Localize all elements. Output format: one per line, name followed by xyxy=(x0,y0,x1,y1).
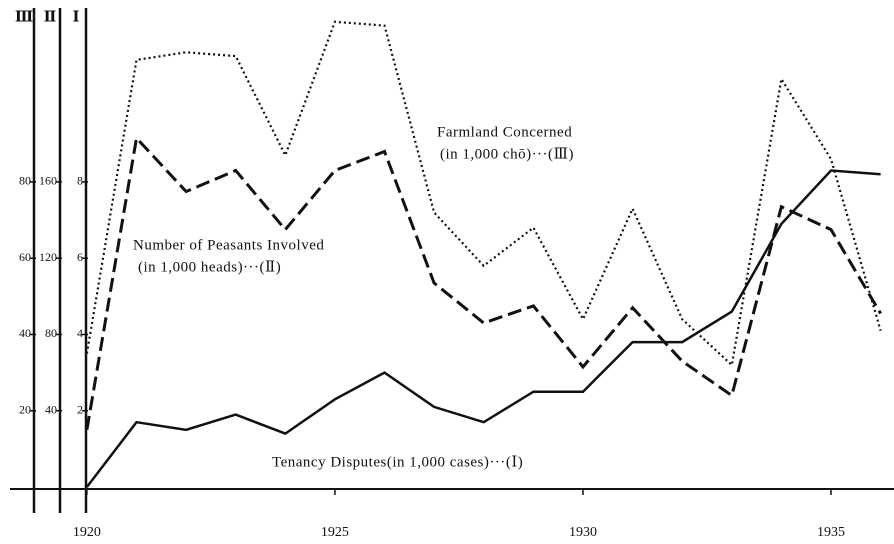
line-series xyxy=(85,134,882,431)
y2-axis-title: Ⅱ xyxy=(44,9,57,25)
y-tick-label: 8 xyxy=(77,174,83,188)
annotation: (in 1,000 heads)···(Ⅱ) xyxy=(138,259,281,275)
y-axis-title: Ⅰ xyxy=(72,9,79,25)
y-tick-label: 6 xyxy=(77,250,83,264)
annotation: Farmland Concerned xyxy=(437,124,572,140)
x-tick-label: 1920 xyxy=(73,525,101,540)
annotation: Tenancy Disputes(in 1,000 cases)···(Ⅰ) xyxy=(272,454,523,470)
line-series xyxy=(85,20,882,368)
y-tick-label: 4 xyxy=(77,326,83,340)
y-tick-label: 2 xyxy=(77,402,83,416)
y3-tick-label: 20 xyxy=(19,402,31,416)
x-tick-label: 1930 xyxy=(569,525,597,540)
y3-tick-label: 60 xyxy=(19,250,31,264)
y2-tick-label: 40 xyxy=(45,402,57,416)
y3-tick-label: 40 xyxy=(19,326,31,340)
y2-tick-label: 120 xyxy=(39,250,57,264)
y3-tick-label: 80 xyxy=(19,174,31,188)
x-tick-label: 1925 xyxy=(321,525,349,540)
line-series xyxy=(85,169,881,488)
y2-tick-label: 80 xyxy=(45,326,57,340)
y2-tick-label: 160 xyxy=(39,174,57,188)
annotation: Number of Peasants Involved xyxy=(133,237,324,253)
x-tick-label: 1935 xyxy=(817,525,845,540)
annotation: (in 1,000 chō)···(Ⅲ) xyxy=(440,146,574,162)
y3-axis-title: Ⅲ xyxy=(15,9,33,25)
